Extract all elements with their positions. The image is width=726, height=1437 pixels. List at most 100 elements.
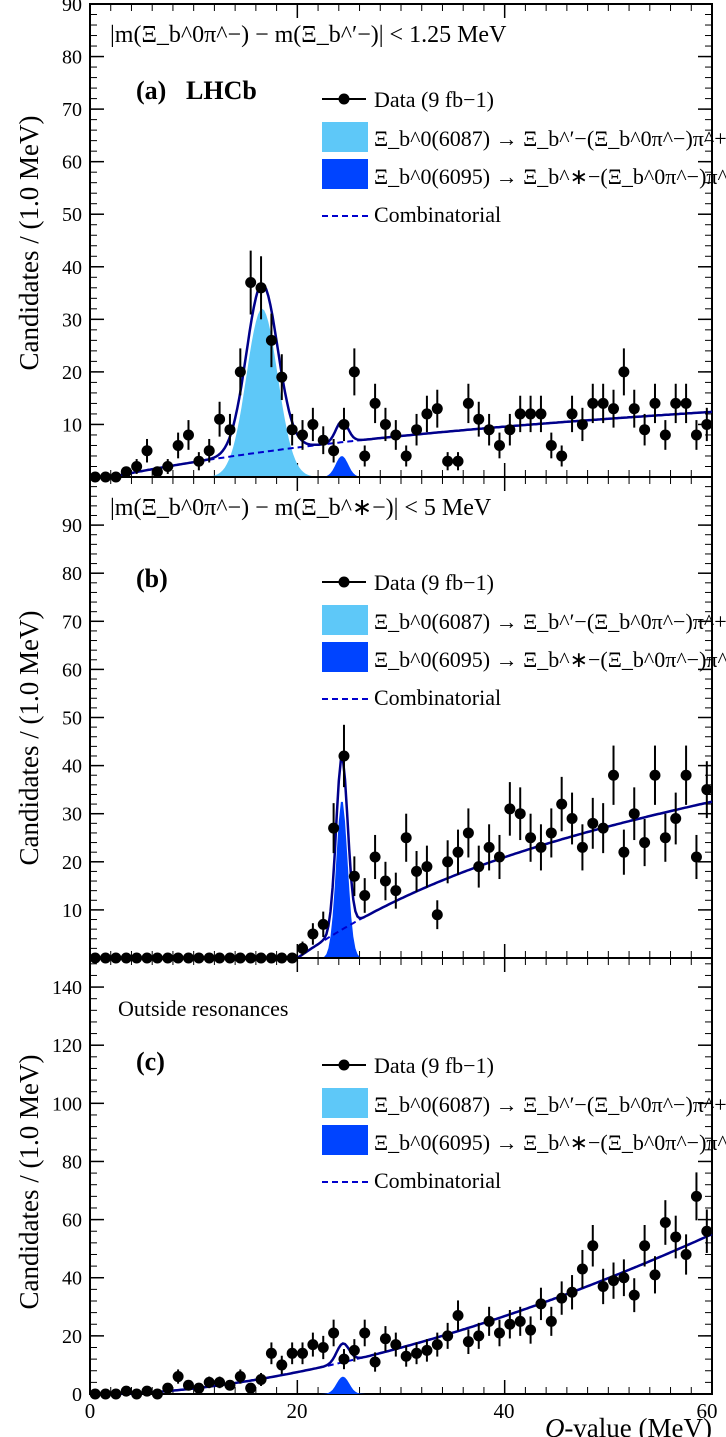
y-tick-label: 60 (62, 152, 82, 174)
data-point (618, 1272, 630, 1284)
data-point (504, 1318, 516, 1330)
x-axis-label-q: Q (545, 1413, 565, 1437)
data-point (286, 424, 298, 436)
data-point (566, 1286, 578, 1298)
data-point (317, 1341, 329, 1353)
y-tick-label: 10 (62, 900, 82, 922)
data-point (556, 798, 568, 810)
data-point (120, 1385, 132, 1397)
data-point (680, 769, 692, 781)
data-point (307, 1339, 319, 1351)
legend-sig2-swatch (322, 642, 368, 672)
x-tick-label-0: 0 (85, 1399, 96, 1423)
data-point (110, 1388, 122, 1400)
legend-data-label: Data (9 fb−1) (374, 1053, 494, 1078)
data-point (286, 1347, 298, 1359)
y-tick-label: 80 (62, 47, 82, 69)
data-point (276, 371, 288, 383)
data-point (566, 408, 578, 420)
data-point (514, 808, 526, 820)
data-point (359, 889, 371, 901)
data-point (193, 1382, 205, 1394)
data-point (597, 397, 609, 409)
data-point (587, 817, 599, 829)
data-point (473, 861, 485, 873)
data-point (369, 397, 381, 409)
data-point (255, 1373, 267, 1385)
data-point (348, 366, 360, 378)
data-point (504, 424, 516, 436)
data-point (462, 827, 474, 839)
data-point (297, 1347, 309, 1359)
data-point (670, 1231, 682, 1243)
legend-sig2-label: Ξ_b^0(6095) → Ξ_b^∗−(Ξ_b^0π^−)π^+ (374, 164, 726, 189)
data-point (639, 837, 651, 849)
x-axis-label: Q-value (MeV) (545, 1413, 712, 1437)
data-point (348, 1344, 360, 1356)
legend-sig1-swatch (322, 605, 368, 635)
data-point (545, 1315, 557, 1327)
panel-label: (a) (136, 76, 166, 105)
data-point (690, 851, 702, 863)
data-point (535, 1298, 547, 1310)
data-point (193, 455, 205, 467)
y-tick-label: 50 (62, 204, 82, 226)
data-point (379, 1333, 391, 1345)
data-point (328, 445, 340, 457)
data-point (649, 1269, 661, 1281)
x-tick-label-20: 20 (287, 1399, 308, 1423)
data-point (120, 466, 132, 478)
data-point (421, 1344, 433, 1356)
data-point (452, 1310, 464, 1322)
data-point (618, 366, 630, 378)
data-point (203, 1376, 215, 1388)
y-tick-label: 40 (62, 756, 82, 778)
data-point (442, 455, 454, 467)
y-tick-label: 20 (62, 1326, 82, 1348)
data-point (587, 1240, 599, 1252)
outside-resonances-label: Outside resonances (118, 996, 288, 1021)
data-point (452, 455, 464, 467)
y-tick-label: 30 (62, 804, 82, 826)
data-point (525, 1324, 537, 1336)
data-point (359, 1327, 371, 1339)
data-point (608, 403, 620, 415)
data-point (214, 413, 226, 425)
y-tick-label: 40 (62, 257, 82, 279)
data-point (369, 1356, 381, 1368)
data-point (680, 1248, 692, 1260)
data-point (151, 1388, 163, 1400)
legend-sig1-swatch (322, 1088, 368, 1118)
y-tick-label: 70 (62, 611, 82, 633)
data-point (608, 769, 620, 781)
data-point (431, 1339, 443, 1351)
legend-sig1-label: Ξ_b^0(6087) → Ξ_b^′−(Ξ_b^0π^−)π^+ (374, 1092, 726, 1117)
data-point (338, 1353, 350, 1365)
data-point (234, 1371, 246, 1383)
data-point (473, 1330, 485, 1342)
data-point (182, 429, 194, 441)
legend-data-marker (338, 576, 350, 588)
data-point (597, 822, 609, 834)
data-point (317, 434, 329, 446)
y-tick-label: 70 (62, 99, 82, 121)
y-tick-label: 40 (62, 1268, 82, 1290)
legend-data-marker (338, 93, 350, 105)
data-point (462, 397, 474, 409)
data-point (618, 846, 630, 858)
data-point (535, 841, 547, 853)
panel-b: 10 20 30 40 50 60 70 80 90 |m(Ξ_b^0π^−) − m(Ξ_b^∗… (62, 476, 726, 964)
data-point (628, 808, 640, 820)
data-point (400, 832, 412, 844)
data-point (701, 784, 713, 796)
x-tick-label-60: 60 (697, 1399, 718, 1423)
panel-label: (b) (136, 564, 168, 593)
data-point (151, 466, 163, 478)
y-tick-label: 50 (62, 708, 82, 730)
data-point (234, 366, 246, 378)
data-point (473, 413, 485, 425)
data-point (545, 827, 557, 839)
data-point (566, 813, 578, 825)
y-tick-label: 100 (52, 1093, 82, 1115)
y-axis-label-b: Candidates / (1.0 MeV) (14, 611, 44, 866)
